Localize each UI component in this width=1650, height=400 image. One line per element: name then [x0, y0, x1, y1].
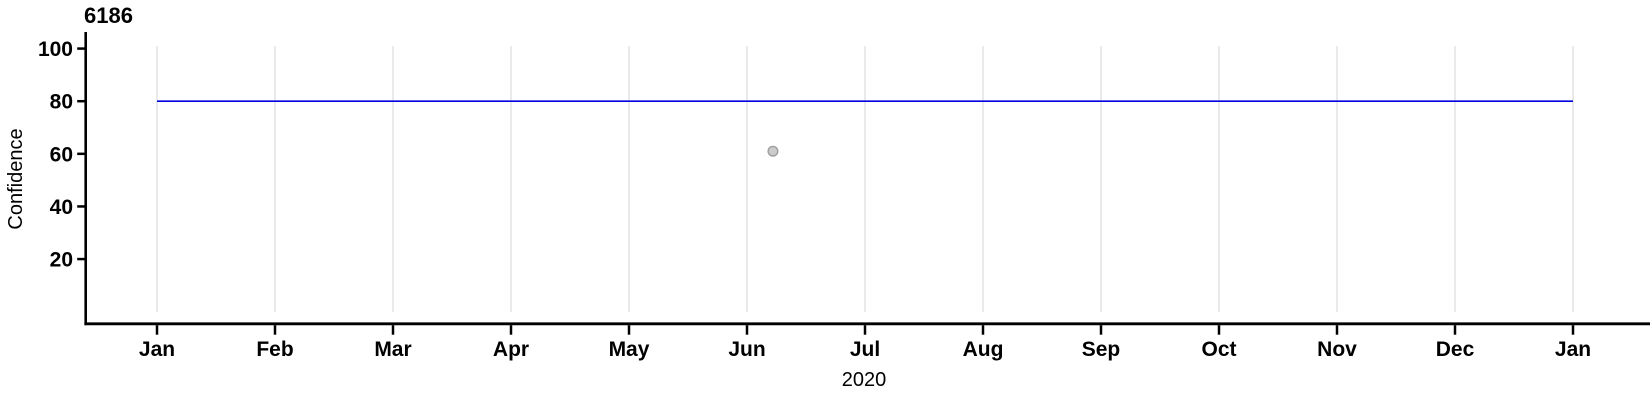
y-tick-label-80: 80 — [50, 91, 73, 114]
x-axis-title: 2020 — [841, 369, 887, 391]
x-tick-label-oct-9: Oct — [1201, 338, 1236, 361]
chart-title: 6186 — [84, 3, 133, 28]
x-tick-label-jun-5: Jun — [728, 338, 765, 361]
x-tick-label-jan-12: Jan — [1555, 338, 1591, 361]
y-tick-label-40: 40 — [50, 196, 73, 219]
y-tick-label-20: 20 — [50, 249, 73, 272]
x-tick-label-jan-0: Jan — [139, 338, 175, 361]
x-tick-label-apr-3: Apr — [493, 338, 529, 361]
x-tick-label-aug-7: Aug — [963, 338, 1004, 361]
x-tick-label-nov-10: Nov — [1317, 338, 1357, 361]
y-tick-label-60: 60 — [50, 143, 73, 166]
x-tick-label-sep-8: Sep — [1082, 338, 1121, 361]
x-tick-label-feb-1: Feb — [256, 338, 293, 361]
y-tick-label-100: 100 — [38, 38, 73, 61]
x-tick-label-dec-11: Dec — [1436, 338, 1475, 361]
observation-point — [767, 145, 779, 157]
x-tick-label-jul-6: Jul — [850, 338, 880, 361]
x-tick-label-may-4: May — [609, 338, 650, 361]
x-tick-label-mar-2: Mar — [374, 338, 411, 361]
